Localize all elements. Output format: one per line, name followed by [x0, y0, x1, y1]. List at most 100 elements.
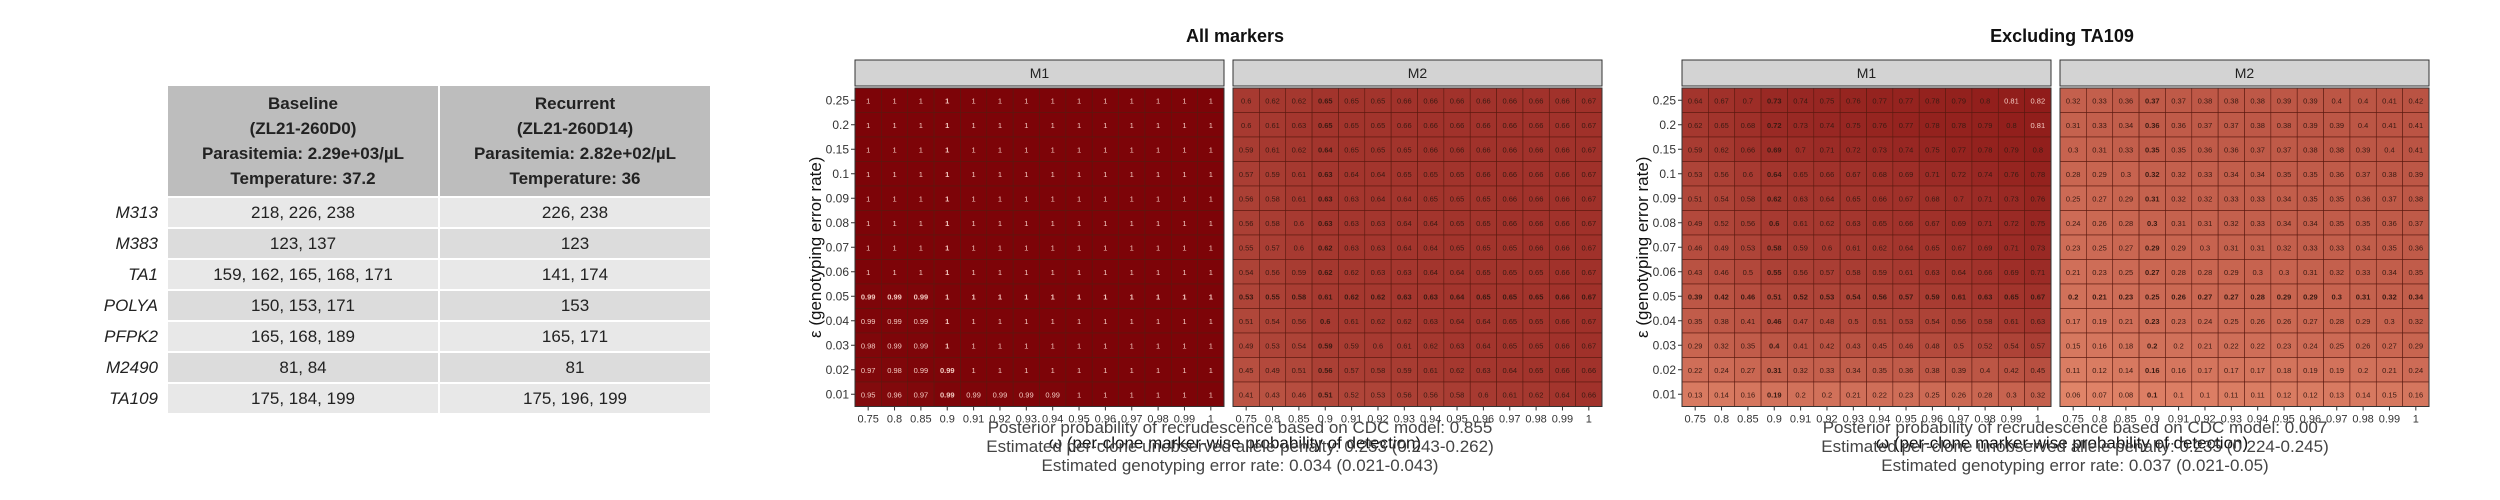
- heatmap-cell: [1813, 210, 1841, 236]
- heatmap-cell: [1971, 210, 1999, 236]
- cell-value-label: 0.64: [1371, 194, 1386, 203]
- cell-value-label: 0.58: [1978, 317, 1993, 326]
- heatmap-cell: [2296, 185, 2324, 211]
- cell-value-label: 1: [945, 341, 949, 350]
- cell-value-label: 0.34: [2277, 194, 2292, 203]
- cell-value-label: 1: [972, 145, 976, 154]
- cell-value-label: 1: [1077, 366, 1081, 375]
- cell-value-label: 0.99: [1045, 390, 1060, 399]
- heatmap-cell: [1390, 112, 1418, 138]
- x-tick-label: 0.93: [1394, 414, 1415, 426]
- cell-value-label: 0.66: [1820, 170, 1835, 179]
- heatmap-cell: [1708, 112, 1736, 138]
- heatmap-cell: [933, 259, 961, 285]
- heatmap-cell: [1443, 136, 1471, 162]
- cell-value-label: 0.25: [2145, 292, 2160, 301]
- heatmap-cell: [1522, 332, 1550, 358]
- cell-value-label: 1: [1077, 292, 1081, 301]
- cell-value-label: 1: [1156, 292, 1160, 301]
- cell-value-label: 0.34: [2409, 292, 2424, 301]
- cell-value-label: 0.99: [887, 341, 902, 350]
- cell-value-label: 0.16: [2171, 366, 2186, 375]
- heatmap-cell: [1971, 332, 1999, 358]
- heatmap-cell: [881, 234, 909, 260]
- heatmap-cell: [2024, 283, 2052, 309]
- cell-value-label: 1: [1103, 317, 1107, 326]
- heatmap-cell: [2296, 210, 2324, 236]
- cell-value-label: 0.66: [1872, 194, 1887, 203]
- heatmap-cell: [1866, 283, 1894, 309]
- x-tick-label: 0.75: [857, 414, 878, 426]
- heatmap-cell: [1760, 357, 1788, 383]
- cell-value-label: 0.3: [2384, 317, 2394, 326]
- cell-value-label: 0.66: [1423, 96, 1438, 105]
- cell-value-label: 0.29: [2224, 268, 2239, 277]
- cell-value-label: 0.99: [940, 366, 955, 375]
- cell-value-label: 0.81: [2031, 121, 2046, 130]
- cell-value-label: 0.63: [1318, 194, 1333, 203]
- cell-value-label: 0.06: [2066, 390, 2081, 399]
- heatmap-cell: [1548, 136, 1576, 162]
- cell-value-label: 0.62: [1292, 96, 1307, 105]
- cell-value-label: 0.43: [1846, 341, 1861, 350]
- cell-value-label: 0.62: [1318, 268, 1333, 277]
- cell-value-label: 0.75: [1846, 121, 1861, 130]
- heatmap-cell: [2375, 381, 2403, 407]
- heatmap-cell: [1496, 161, 1524, 187]
- cell-value-label: 1: [892, 96, 896, 105]
- heatmap-cell: [1443, 308, 1471, 334]
- cell-value-label: 0.71: [1925, 170, 1940, 179]
- heatmap-cell: [1144, 112, 1172, 138]
- cell-value-label: 1: [1130, 390, 1134, 399]
- marker-table: Baseline (ZL21-260D0) Parasitemia: 2.29e…: [90, 84, 712, 415]
- cell-value-label: 0.37: [2356, 170, 2371, 179]
- baseline-alleles: 81, 84: [168, 353, 438, 382]
- heatmap-cell: [2059, 234, 2087, 260]
- cell-value-label: 0.16: [2409, 390, 2424, 399]
- cell-value-label: 0.39: [2303, 121, 2318, 130]
- cell-value-label: 0.58: [1265, 194, 1280, 203]
- cell-value-label: 0.23: [2092, 268, 2107, 277]
- heatmap-cell: [881, 161, 909, 187]
- heatmap-cell: [2323, 185, 2351, 211]
- cell-value-label: 1: [1103, 390, 1107, 399]
- heatmap-cell: [907, 259, 935, 285]
- cell-value-label: 0.17: [2224, 366, 2239, 375]
- cell-value-label: 0.66: [1899, 219, 1914, 228]
- x-tick-label: 0.99: [1552, 414, 1573, 426]
- cell-value-label: 0.64: [1344, 170, 1359, 179]
- cell-value-label: 1: [1051, 366, 1055, 375]
- heatmap-cell: [1039, 357, 1067, 383]
- x-tick-label: 0.92: [1816, 414, 1837, 426]
- cell-value-label: 0.23: [2066, 243, 2081, 252]
- heatmap-cell: [1997, 357, 2025, 383]
- cell-value-label: 0.56: [1951, 317, 1966, 326]
- cell-value-label: 0.78: [1925, 121, 1940, 130]
- x-tick-label: 0.9: [940, 414, 955, 426]
- cell-value-label: 1: [919, 268, 923, 277]
- cell-value-label: 0.11: [2224, 390, 2238, 399]
- heatmap-cell: [1390, 161, 1418, 187]
- heatmap-cell: [1197, 185, 1225, 211]
- cell-value-label: 1: [919, 145, 923, 154]
- heatmap-cell: [1866, 87, 1894, 113]
- heatmap-cell: [1945, 161, 1973, 187]
- heatmap-cell: [907, 332, 935, 358]
- cell-value-label: 0.76: [1872, 121, 1887, 130]
- heatmap-cell: [1575, 357, 1603, 383]
- heatmap-cell: [2270, 357, 2298, 383]
- heatmap-cell: [1708, 308, 1736, 334]
- cell-value-label: 0.62: [1820, 219, 1835, 228]
- cell-value-label: 0.67: [1582, 292, 1597, 301]
- heatmap-cell: [2086, 283, 2114, 309]
- heatmap-cell: [1548, 185, 1576, 211]
- cell-value-label: 0.82: [2031, 96, 2046, 105]
- heatmap-cell: [1918, 161, 1946, 187]
- heatmap-cell: [2086, 332, 2114, 358]
- heatmap-cell: [1259, 136, 1287, 162]
- heatmap-cell: [1338, 308, 1366, 334]
- heatmap-cell: [907, 112, 935, 138]
- heatmap-cell: [1945, 210, 1973, 236]
- cell-value-label: 0.54: [1265, 317, 1280, 326]
- heatmap-cell: [1012, 136, 1040, 162]
